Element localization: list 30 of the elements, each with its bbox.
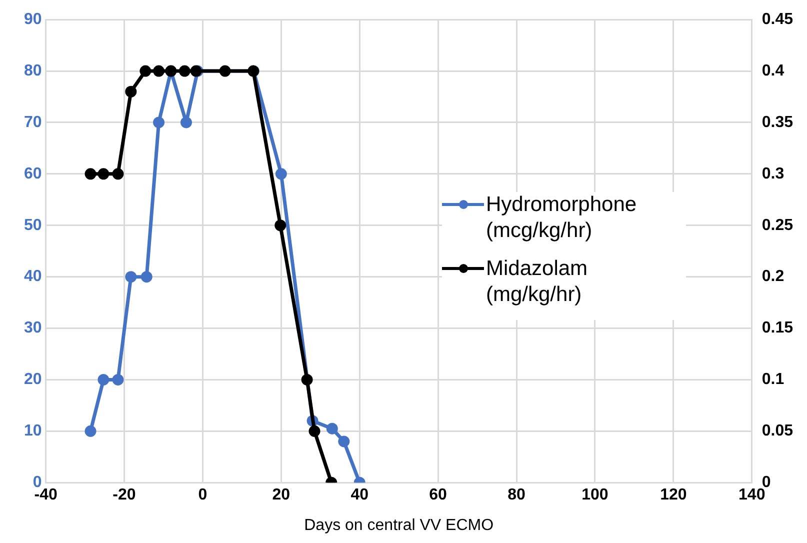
y-tick-label: 40 [24, 268, 42, 286]
x-tick-label: 100 [582, 486, 608, 504]
y-tick-label: 70 [24, 114, 42, 131]
y-tick-label: 60 [24, 165, 42, 182]
x-tick-label: -20 [112, 486, 136, 504]
x-tick-label: 120 [660, 486, 687, 504]
x-tick-label: 0 [198, 486, 208, 504]
y2-tick-label: 0.4 [762, 62, 784, 80]
legend-label: Hydromorphone (mcg/kg/hr) [486, 192, 638, 244]
y2-tick-label: 0.35 [762, 114, 794, 131]
legend-label: Midazolam (mg/kg/hr) [486, 256, 589, 308]
x-tick-label: 20 [272, 486, 290, 504]
y2-tick-label: 0.15 [762, 320, 794, 337]
y-tick-label: 50 [24, 216, 42, 234]
y-tick-label: 20 [24, 371, 42, 388]
y2-tick-label: 0.25 [762, 216, 794, 234]
y2-tick-label: 0.1 [762, 371, 784, 388]
x-axis-title: Days on central VV ECMO [304, 516, 494, 534]
y2-tick-label: 0.3 [762, 165, 784, 182]
x-tick-label: 60 [429, 486, 448, 504]
y-tick-label: 80 [24, 62, 42, 80]
y-tick-label: 90 [24, 11, 42, 28]
x-tick-label: 80 [508, 486, 526, 504]
y2-tick-label: 0.45 [762, 11, 794, 28]
y-tick-label: 10 [24, 422, 42, 440]
y-tick-label: 30 [24, 320, 42, 337]
x-tick-label: 140 [738, 486, 766, 504]
x-tick-label: 40 [350, 486, 369, 504]
y2-tick-label: 0.2 [762, 268, 784, 286]
y2-tick-label: 0.05 [762, 422, 794, 440]
